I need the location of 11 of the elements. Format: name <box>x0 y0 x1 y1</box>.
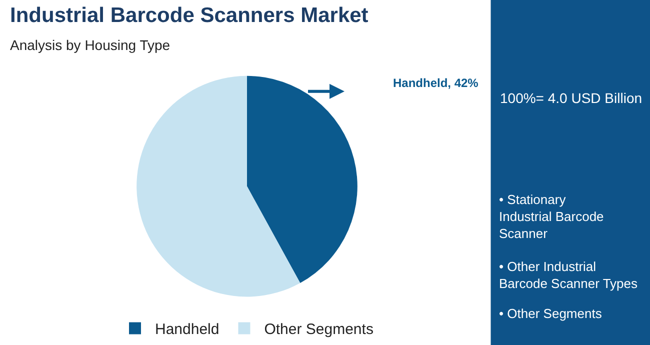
pie-slice <box>247 76 358 284</box>
text: • Other Segments <box>499 306 602 321</box>
pie-slice <box>136 76 300 297</box>
chart-title: Industrial Barcode Scanners Market <box>10 4 368 27</box>
text: Handheld, 42% <box>393 76 479 90</box>
text: • Other Industrial Barcode Scanner Types <box>499 259 638 291</box>
text: 100%= 4.0 USD Billion <box>500 90 642 106</box>
text: • Stationary Industrial Barcode Scanner <box>499 192 604 241</box>
chart-subtitle: Analysis by Housing Type <box>10 37 170 53</box>
legend-label: Other Segments <box>264 321 374 338</box>
legend-label: Handheld <box>155 321 220 338</box>
